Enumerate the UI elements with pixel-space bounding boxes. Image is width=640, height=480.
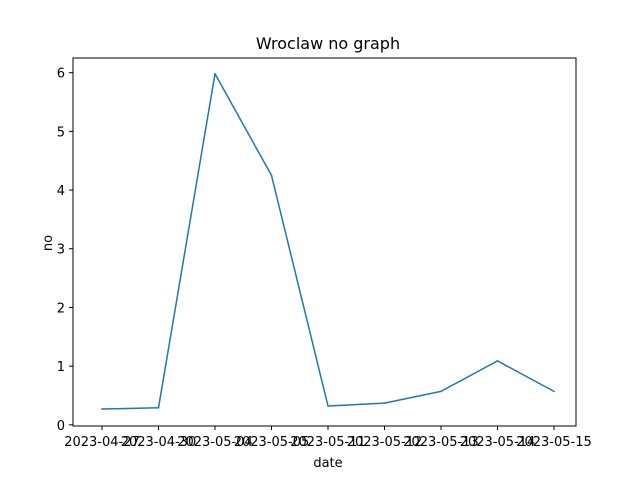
y-tick-label: 1 [57,360,65,375]
series-line [101,73,555,410]
y-tick-label: 5 [57,125,65,140]
x-tick-label: 2023-05-12 [347,435,423,450]
y-tick-label: 0 [57,419,65,434]
x-tick-label: 2023-05-05 [234,435,310,450]
plot-area [72,57,577,427]
y-axis-label: no [41,235,56,251]
y-axis: 0 1 2 3 4 5 6 [57,67,73,434]
x-tick-label: 2023-05-14 [460,435,536,450]
data-point [440,390,442,393]
x-tick-label: 2023-05-13 [403,435,479,450]
data-point [327,405,329,407]
data-point [270,174,273,177]
x-tick-label: 2023-05-11 [290,435,366,450]
data-point [101,408,103,410]
data-point [553,390,555,393]
y-tick-label: 2 [57,301,65,316]
x-tick-label: 2023-04-30 [121,435,197,450]
y-tick-label: 3 [57,243,65,258]
data-point [496,360,499,362]
x-axis-label: date [313,456,342,471]
data-point [214,73,216,75]
chart-title: Wroclaw no graph [256,34,400,53]
data-point [157,407,160,409]
y-tick-label: 6 [57,67,65,82]
x-tick-label: 2023-04-27 [64,435,140,450]
x-tick-label: 2023-05-04 [177,435,253,450]
x-axis: 2023-04-272023-04-302023-05-042023-05-05… [64,426,592,450]
y-tick-label: 4 [57,184,65,199]
series-layer [101,73,555,410]
data-point [383,402,386,404]
x-tick-label: 2023-05-15 [516,435,592,450]
